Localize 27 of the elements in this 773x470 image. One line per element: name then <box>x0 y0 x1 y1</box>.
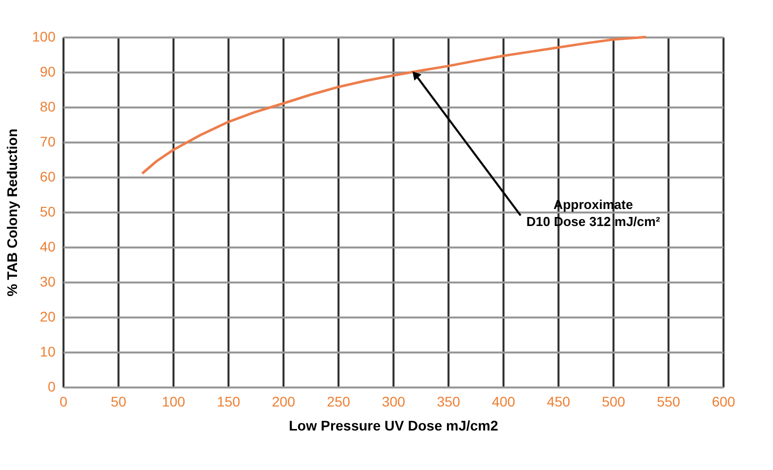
y-tick-label: 50 <box>40 204 56 220</box>
y-tick-label: 80 <box>40 98 56 114</box>
y-tick-label: 40 <box>40 238 56 254</box>
x-tick-label: 450 <box>546 394 570 410</box>
y-tick-label: 10 <box>40 344 56 360</box>
y-tick-label: 70 <box>40 134 56 150</box>
y-tick-label: 20 <box>40 308 56 324</box>
x-tick-label: 500 <box>602 394 626 410</box>
x-tick-label: 350 <box>436 394 460 410</box>
x-tick-label: 600 <box>712 394 736 410</box>
line-series <box>140 36 648 175</box>
y-tick-label: 100 <box>32 28 56 44</box>
x-tick-label: 0 <box>60 394 68 410</box>
x-tick-label: 400 <box>492 394 516 410</box>
x-tick-label: 550 <box>656 394 680 410</box>
y-tick-label: 30 <box>40 274 56 290</box>
x-tick-label: 150 <box>216 394 240 410</box>
x-tick-label: 200 <box>272 394 296 410</box>
x-tick-label: 300 <box>382 394 406 410</box>
y-tick-label: 0 <box>48 378 56 394</box>
x-tick-label: 50 <box>110 394 126 410</box>
x-tick-label: 250 <box>326 394 350 410</box>
y-tick-label: 90 <box>40 64 56 80</box>
x-tick-label: 100 <box>162 394 186 410</box>
y-tick-label: 60 <box>40 168 56 184</box>
x-axis-title: Low Pressure UV Dose mJ/cm2 <box>288 418 498 434</box>
y-axis-title: % TAB Colony Reduction <box>4 128 20 296</box>
